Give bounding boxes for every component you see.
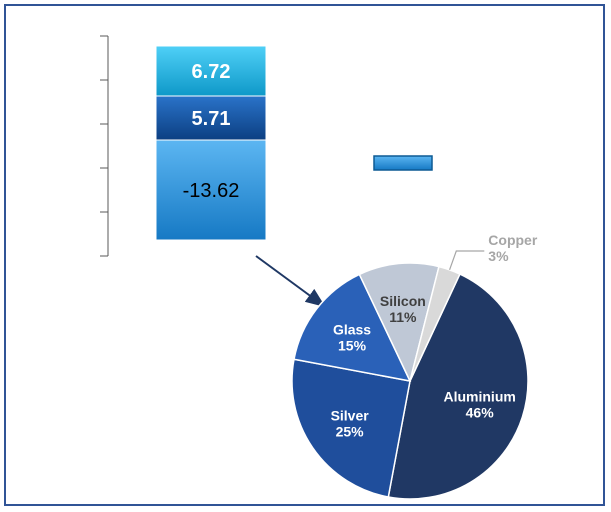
pie-label: Glass: [333, 321, 371, 337]
bar-segment-label: 5.71: [192, 108, 231, 130]
bar-segment-label: 6.72: [192, 61, 231, 83]
pie-percent: 46%: [466, 404, 495, 420]
pie-leader: [450, 251, 485, 270]
pie-label: Silicon: [380, 293, 426, 309]
pie-percent: 3%: [488, 248, 509, 264]
legend-swatch: [374, 156, 432, 170]
pie-percent: 15%: [338, 337, 367, 353]
pie-percent: 25%: [336, 423, 365, 439]
pie-percent: 11%: [389, 309, 417, 325]
bar-segment-label: -13.62: [183, 180, 240, 202]
pie-label: Copper: [488, 232, 538, 248]
pie-label: Silver: [331, 407, 370, 423]
pie-label: Aluminium: [443, 388, 515, 404]
chart-frame: 6.72 5.71 -13.62 Aluminium46% Silver25% Glass…: [4, 4, 605, 506]
callout-arrow: [256, 256, 324, 306]
